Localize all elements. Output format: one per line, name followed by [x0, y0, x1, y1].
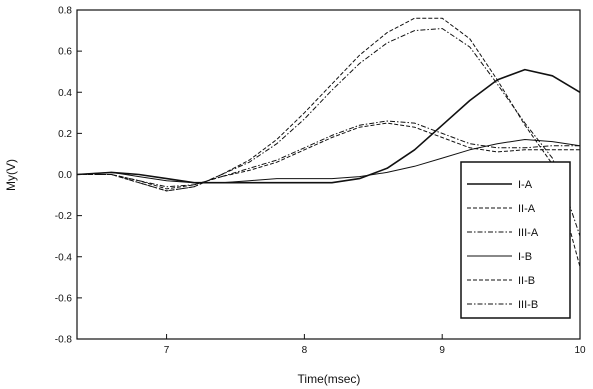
y-tick-label: -0.8 [55, 335, 73, 346]
legend-label-i-b: I-B [518, 251, 532, 263]
y-axis-title: My(V) [4, 159, 18, 191]
series-layer [76, 17, 581, 268]
y-tick-label: 0.4 [58, 88, 72, 99]
y-tick-label: 0.2 [58, 129, 72, 140]
legend-label-ii-a: II-A [518, 203, 536, 215]
legend: I-A II-A III-A I-B II-B III-B [460, 161, 571, 319]
x-axis-title: Time(msec) [298, 372, 361, 386]
y-tick-label: -0.4 [55, 252, 73, 263]
axis-layer: 7 8 9 10 -0.8 -0.6 -0.4 -0.2 0.0 0.2 0.4 0.6 0.8 [55, 6, 586, 357]
y-tick-label: 0.8 [58, 6, 72, 17]
y-tick-label: 0.6 [58, 47, 72, 58]
legend-box [460, 161, 571, 319]
legend-label-ii-b: II-B [518, 275, 535, 287]
series-line-ii-b [77, 122, 580, 190]
legend-label-i-a: I-A [518, 179, 533, 191]
x-tick-label: 9 [439, 345, 445, 356]
x-tick-label: 8 [302, 345, 308, 356]
y-tick-label: 0.0 [58, 170, 72, 181]
x-tick-label: 7 [164, 345, 170, 356]
x-tick-label: 10 [574, 345, 586, 356]
series-line-i-b [76, 139, 581, 184]
series-line-iii-a [77, 28, 581, 237]
y-tick-label: -0.2 [55, 211, 73, 222]
legend-label-iii-a: III-A [518, 227, 539, 239]
y-tick-label: -0.6 [55, 293, 73, 304]
series-line-iii-b [77, 120, 580, 188]
legend-label-iii-b: III-B [518, 299, 538, 311]
